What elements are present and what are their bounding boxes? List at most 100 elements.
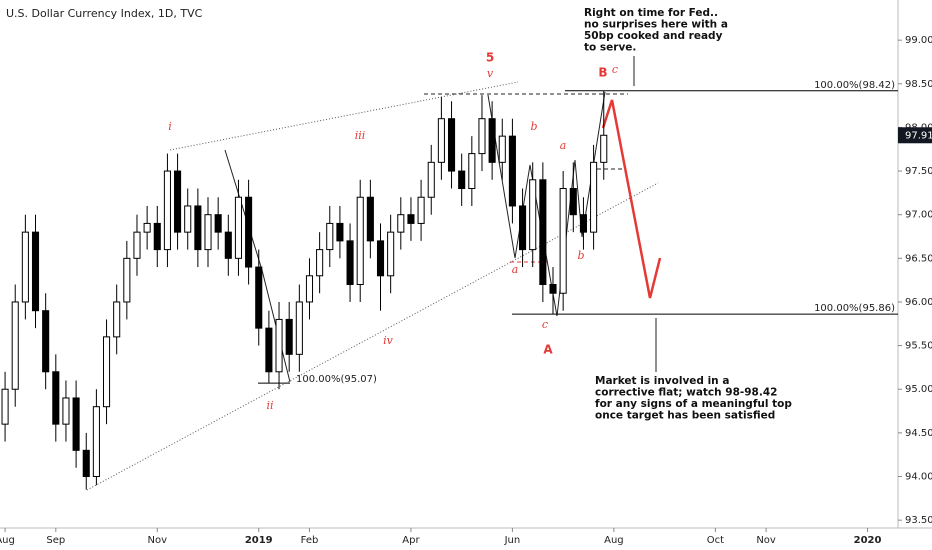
x-tick-label: Feb xyxy=(301,535,319,546)
wave-label: a xyxy=(512,263,519,276)
candle-body xyxy=(326,222,334,251)
candle-body xyxy=(336,222,344,242)
wave-label: A xyxy=(543,343,553,357)
wave-label: b xyxy=(577,249,584,262)
candle-body xyxy=(458,170,466,190)
y-tick-label: 97.50 xyxy=(905,166,932,177)
y-tick-label: 94.50 xyxy=(905,428,932,439)
note-text: Market is involved in a xyxy=(595,375,729,387)
candle-body xyxy=(143,222,151,233)
candle-body xyxy=(285,318,293,355)
wave-label: a xyxy=(560,139,567,152)
candle-body xyxy=(113,301,121,338)
candle-body xyxy=(194,205,202,251)
note-text: 50bp cooked and ready xyxy=(584,30,723,42)
candle-body xyxy=(153,222,161,251)
price-tag xyxy=(898,127,932,144)
y-tick-label: 96.00 xyxy=(905,297,932,308)
candle-body xyxy=(234,196,242,259)
candle-body xyxy=(295,301,303,355)
candle-body xyxy=(305,275,314,303)
candle-body xyxy=(133,231,141,259)
y-tick-label: 95.50 xyxy=(905,341,932,352)
candle-body xyxy=(488,118,496,163)
y-tick-label: 98.50 xyxy=(905,79,932,90)
chart-title: U.S. Dollar Currency Index, 1D, TVC xyxy=(6,7,203,20)
candle-body xyxy=(468,153,476,190)
candle-body xyxy=(204,214,212,251)
candle-body xyxy=(214,214,222,233)
note-text: Right on time for Fed.. xyxy=(584,7,718,19)
candle-body xyxy=(123,257,131,303)
x-tick-label: Nov xyxy=(148,535,168,546)
note-text: once target has been satisfied xyxy=(595,410,775,422)
note-text: to serve. xyxy=(584,42,636,54)
candle-body xyxy=(163,170,171,251)
x-tick-label: 2020 xyxy=(854,535,882,546)
candle-body xyxy=(549,284,557,294)
y-tick-label: 93.50 xyxy=(905,515,932,526)
x-tick-label: Oct xyxy=(707,535,724,546)
x-tick-label: Apr xyxy=(402,535,420,546)
wave-label: b xyxy=(530,120,537,133)
candle-body xyxy=(590,161,598,233)
candle-body xyxy=(102,336,111,408)
projection-arrow xyxy=(601,99,662,299)
x-tick-label: 2019 xyxy=(245,535,273,546)
upper-trendline xyxy=(169,81,519,151)
level-label: 100.00%(95.86) xyxy=(814,303,895,314)
candle-body xyxy=(600,134,608,163)
candle-body xyxy=(447,118,456,172)
wave-label: 5 xyxy=(486,51,494,65)
y-tick-label: 94.00 xyxy=(905,472,932,483)
wave-label: c xyxy=(542,318,548,331)
candle-body xyxy=(498,135,506,163)
candle-body xyxy=(265,327,273,373)
candle-body xyxy=(478,118,486,155)
candle-body xyxy=(569,188,577,216)
note-text: no surprises here with a xyxy=(584,19,728,31)
candle-body xyxy=(52,371,60,425)
wave-label: v xyxy=(487,67,494,80)
price-tag-label: 97.91 xyxy=(905,130,932,141)
candle-body xyxy=(275,318,283,373)
candle-body xyxy=(42,310,50,373)
candle-body xyxy=(316,249,324,277)
candle-body xyxy=(224,231,232,259)
candle-body xyxy=(397,214,405,233)
x-tick-label: Nov xyxy=(756,535,776,546)
wave-line xyxy=(487,91,606,317)
x-tick-label: Sep xyxy=(46,535,65,546)
wave-label: i xyxy=(168,120,172,133)
y-tick-label: 97.00 xyxy=(905,210,932,221)
candle-body xyxy=(31,231,40,312)
x-tick-label: Aug xyxy=(604,535,624,546)
candle-body xyxy=(11,301,19,390)
candle-body xyxy=(529,179,537,251)
candle-body xyxy=(255,266,263,329)
candle-body xyxy=(62,397,70,425)
candle-body xyxy=(356,196,364,286)
candle-body xyxy=(407,214,415,224)
y-tick-label: 95.00 xyxy=(905,384,932,395)
wave-label: B xyxy=(598,66,607,80)
y-tick-label: 99.00 xyxy=(905,35,932,46)
candle-body xyxy=(508,135,516,207)
candle-body xyxy=(184,205,192,233)
x-tick-label: Jun xyxy=(504,535,521,546)
candle-body xyxy=(366,196,374,242)
candle-body xyxy=(519,205,527,251)
note-text: corrective flat; watch 98-98.42 xyxy=(595,387,777,399)
candle-body xyxy=(174,170,182,233)
candle-body xyxy=(437,118,445,163)
candle-body xyxy=(346,240,354,286)
x-tick-label: Aug xyxy=(0,535,15,546)
wave-label: c xyxy=(612,63,618,76)
candle-body xyxy=(1,388,9,425)
candle-body xyxy=(387,231,395,277)
note-text: for any signs of a meaningful top xyxy=(595,398,792,410)
candle-body xyxy=(376,240,385,277)
candle-body xyxy=(72,397,80,451)
